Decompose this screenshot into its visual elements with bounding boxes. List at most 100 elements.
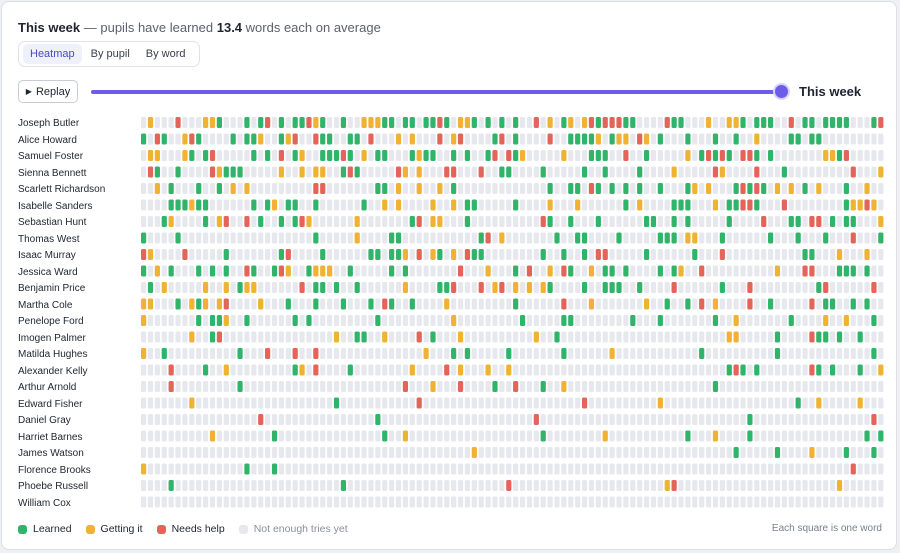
word-square-not-enough[interactable]	[540, 265, 546, 277]
word-square-not-enough[interactable]	[643, 199, 650, 211]
word-square-not-enough[interactable]	[147, 463, 154, 475]
word-square-not-enough[interactable]	[361, 216, 367, 227]
word-square-not-enough[interactable]	[699, 117, 705, 128]
word-square-not-enough[interactable]	[588, 216, 595, 227]
word-square-not-enough[interactable]	[361, 397, 367, 409]
word-square-not-enough[interactable]	[554, 397, 560, 409]
pupil-name[interactable]: Alexander Kelly	[18, 365, 88, 377]
word-square-not-enough[interactable]	[271, 166, 278, 178]
word-square-learned[interactable]	[581, 232, 588, 244]
word-square-learned[interactable]	[513, 133, 519, 145]
timeline-slider-thumb[interactable]	[775, 85, 788, 98]
word-square-learned[interactable]	[588, 133, 595, 145]
word-square-not-enough[interactable]	[754, 249, 760, 260]
word-square-not-enough[interactable]	[878, 298, 884, 310]
word-square-not-enough[interactable]	[368, 183, 374, 194]
word-square-not-enough[interactable]	[209, 397, 216, 409]
word-square-not-enough[interactable]	[223, 463, 229, 475]
word-square-not-enough[interactable]	[209, 216, 216, 227]
word-square-not-enough[interactable]	[568, 282, 574, 293]
word-square-not-enough[interactable]	[457, 282, 464, 293]
word-square-needs-help[interactable]	[637, 133, 643, 145]
word-square-not-enough[interactable]	[313, 447, 319, 458]
word-square-needs-help[interactable]	[540, 216, 546, 227]
word-square-not-enough[interactable]	[375, 463, 381, 475]
word-square-not-enough[interactable]	[499, 216, 505, 227]
word-square-not-enough[interactable]	[678, 232, 684, 244]
word-square-not-enough[interactable]	[147, 183, 154, 194]
word-square-not-enough[interactable]	[451, 430, 457, 442]
word-square-not-enough[interactable]	[457, 199, 464, 211]
word-square-not-enough[interactable]	[871, 216, 877, 227]
word-square-getting-it[interactable]	[485, 364, 491, 376]
word-square-not-enough[interactable]	[375, 348, 381, 359]
word-square-not-enough[interactable]	[423, 282, 429, 293]
word-square-not-enough[interactable]	[265, 282, 271, 293]
word-square-not-enough[interactable]	[161, 414, 167, 425]
word-square-not-enough[interactable]	[147, 265, 154, 277]
word-square-not-enough[interactable]	[271, 249, 278, 260]
word-square-learned[interactable]	[196, 315, 202, 326]
word-square-learned[interactable]	[864, 430, 870, 442]
word-square-needs-help[interactable]	[313, 348, 319, 359]
word-square-not-enough[interactable]	[347, 199, 353, 211]
word-square-learned[interactable]	[754, 117, 760, 128]
word-square-not-enough[interactable]	[650, 414, 657, 425]
word-square-not-enough[interactable]	[506, 265, 512, 277]
word-square-not-enough[interactable]	[499, 496, 505, 508]
word-square-not-enough[interactable]	[409, 183, 415, 194]
word-square-getting-it[interactable]	[327, 265, 333, 277]
word-square-not-enough[interactable]	[237, 249, 243, 260]
word-square-learned[interactable]	[664, 298, 670, 310]
word-square-needs-help[interactable]	[740, 199, 746, 211]
word-square-not-enough[interactable]	[802, 496, 808, 508]
word-square-not-enough[interactable]	[506, 298, 512, 310]
word-square-not-enough[interactable]	[299, 232, 305, 244]
word-square-learned[interactable]	[471, 199, 477, 211]
word-square-not-enough[interactable]	[595, 414, 601, 425]
word-square-not-enough[interactable]	[761, 166, 767, 178]
word-square-not-enough[interactable]	[244, 447, 250, 458]
word-square-not-enough[interactable]	[354, 150, 360, 161]
word-square-not-enough[interactable]	[457, 150, 464, 161]
word-square-not-enough[interactable]	[161, 430, 167, 442]
word-square-getting-it[interactable]	[623, 133, 629, 145]
word-square-not-enough[interactable]	[761, 447, 767, 458]
word-square-learned[interactable]	[843, 183, 849, 194]
word-square-not-enough[interactable]	[533, 166, 539, 178]
word-square-not-enough[interactable]	[705, 364, 712, 376]
word-square-learned[interactable]	[816, 364, 822, 376]
word-square-not-enough[interactable]	[664, 199, 670, 211]
word-square-getting-it[interactable]	[333, 331, 340, 343]
word-square-learned[interactable]	[602, 166, 608, 178]
word-square-not-enough[interactable]	[836, 364, 843, 376]
word-square-not-enough[interactable]	[857, 133, 863, 145]
word-square-not-enough[interactable]	[492, 232, 498, 244]
word-square-not-enough[interactable]	[141, 150, 147, 161]
word-square-not-enough[interactable]	[836, 430, 843, 442]
word-square-learned[interactable]	[685, 430, 691, 442]
word-square-not-enough[interactable]	[457, 249, 464, 260]
word-square-not-enough[interactable]	[402, 364, 409, 376]
word-square-not-enough[interactable]	[265, 480, 271, 491]
word-square-not-enough[interactable]	[616, 447, 622, 458]
word-square-not-enough[interactable]	[430, 430, 436, 442]
word-square-learned[interactable]	[389, 265, 395, 277]
word-square-not-enough[interactable]	[182, 265, 188, 277]
word-square-not-enough[interactable]	[554, 282, 560, 293]
word-square-learned[interactable]	[354, 166, 360, 178]
word-square-not-enough[interactable]	[175, 183, 181, 194]
word-square-not-enough[interactable]	[299, 348, 305, 359]
word-square-not-enough[interactable]	[712, 414, 719, 425]
word-square-not-enough[interactable]	[692, 496, 698, 508]
word-square-not-enough[interactable]	[774, 414, 781, 425]
word-square-needs-help[interactable]	[843, 150, 849, 161]
word-square-not-enough[interactable]	[533, 133, 539, 145]
word-square-needs-help[interactable]	[278, 150, 284, 161]
word-square-getting-it[interactable]	[375, 117, 381, 128]
word-square-not-enough[interactable]	[816, 381, 822, 392]
word-square-not-enough[interactable]	[382, 282, 388, 293]
word-square-not-enough[interactable]	[444, 249, 450, 260]
word-square-not-enough[interactable]	[747, 381, 753, 392]
word-square-learned[interactable]	[513, 265, 519, 277]
